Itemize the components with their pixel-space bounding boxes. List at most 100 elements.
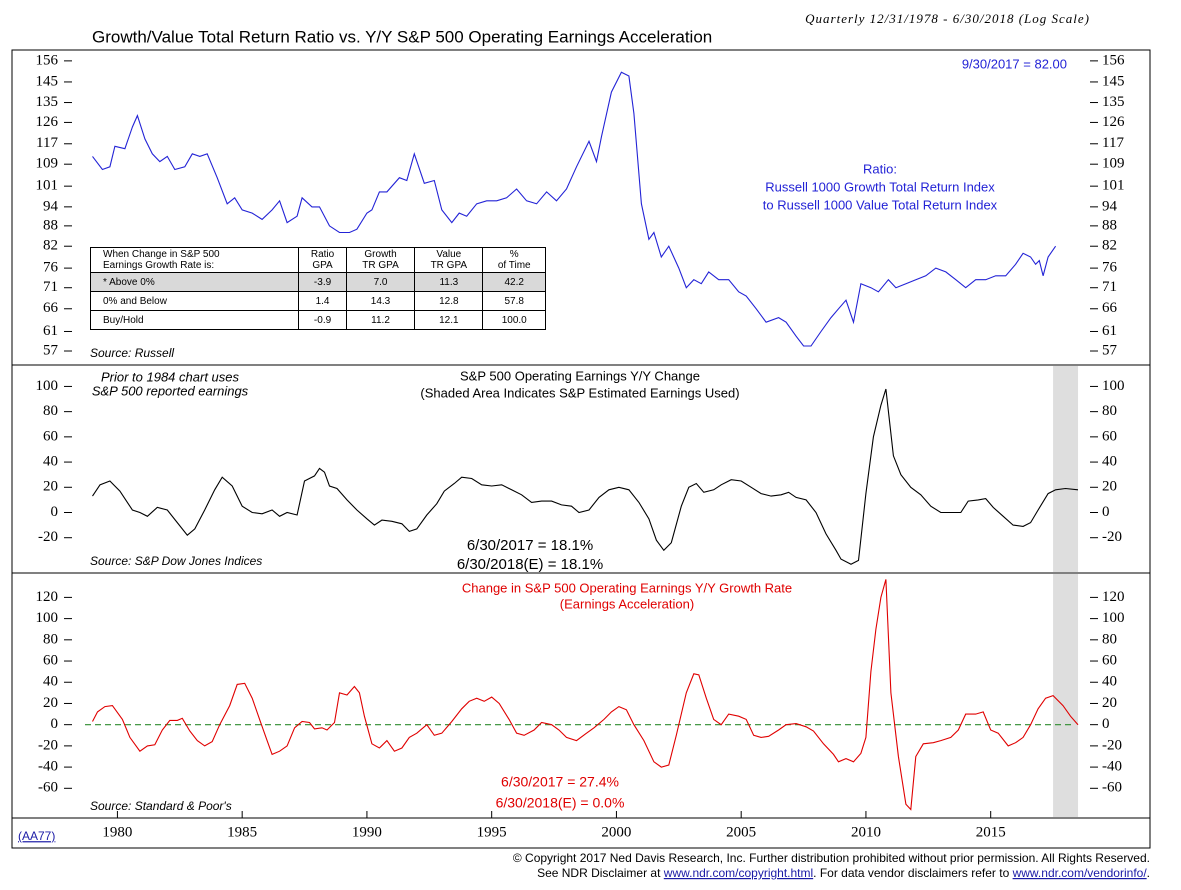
table-cell: 7.0 <box>345 272 416 292</box>
y-tick-label: 126 <box>36 114 59 130</box>
y-tick-label: 94 <box>43 198 59 214</box>
y-tick-label: 82 <box>1102 238 1117 254</box>
y-tick-label: 57 <box>43 342 59 358</box>
footer-disclaimer: See NDR Disclaimer at www.ndr.com/copyri… <box>537 866 1150 880</box>
data-line <box>92 579 1079 811</box>
y-tick-label: 76 <box>1102 260 1118 276</box>
annotation: 6/30/2018(E) = 18.1% <box>457 556 603 573</box>
y-tick-label: 100 <box>36 378 59 394</box>
y-tick-label: 20 <box>1102 695 1117 711</box>
y-tick-label: 71 <box>43 279 58 295</box>
y-tick-label: 80 <box>43 403 58 419</box>
table-cell: 0% and Below <box>89 291 300 311</box>
table-cell: -3.9 <box>298 272 347 292</box>
table-cell: Value TR GPA <box>414 247 484 273</box>
footer-text: See NDR Disclaimer at <box>537 866 664 880</box>
y-tick-label: -20 <box>1102 737 1122 753</box>
table-cell: 12.8 <box>414 291 484 311</box>
annotation: Russell 1000 Growth Total Return Index <box>765 179 995 194</box>
table-cell: 1.4 <box>298 291 347 311</box>
y-tick-label: 40 <box>1102 454 1117 470</box>
panel-subtitle: (Shaded Area Indicates S&P Estimated Ear… <box>420 385 739 400</box>
y-tick-label: 109 <box>36 156 59 172</box>
annotation: 6/30/2018(E) = 0.0% <box>496 795 625 811</box>
y-tick-label: -60 <box>1102 780 1122 796</box>
source-note: Source: Standard & Poor's <box>90 799 232 813</box>
table-cell: 12.1 <box>414 310 484 330</box>
y-tick-label: 60 <box>43 428 58 444</box>
shaded-area <box>1053 574 1079 817</box>
y-tick-label: 117 <box>1102 135 1124 151</box>
y-tick-label: -40 <box>1102 759 1122 775</box>
y-tick-label: 76 <box>43 260 59 276</box>
y-tick-label: 117 <box>36 135 58 151</box>
data-line <box>92 71 1057 347</box>
footer-text: . <box>1147 866 1150 880</box>
table-cell: 42.2 <box>482 272 546 292</box>
annotation: 6/30/2017 = 27.4% <box>501 774 619 790</box>
table-row: * Above 0% -3.9 7.0 11.3 42.2 <box>89 272 546 292</box>
panel-title: S&P 500 Operating Earnings Y/Y Change <box>460 368 700 383</box>
annotation: to Russell 1000 Value Total Return Index <box>763 197 998 212</box>
y-tick-label: 0 <box>51 504 59 520</box>
y-tick-label: 57 <box>1102 342 1118 358</box>
annotation: 9/30/2017 = 82.00 <box>962 56 1067 71</box>
table-cell: 11.2 <box>345 310 416 330</box>
y-tick-label: 0 <box>51 716 59 732</box>
y-tick-label: 0 <box>1102 504 1110 520</box>
y-tick-label: -60 <box>38 780 58 796</box>
data-line <box>92 388 1079 565</box>
y-tick-label: 0 <box>1102 716 1110 732</box>
table-cell: % of Time <box>482 247 546 273</box>
y-tick-label: 145 <box>1102 73 1125 89</box>
footer-link[interactable]: www.ndr.com/vendorinfo/ <box>1012 866 1148 880</box>
y-tick-label: 40 <box>43 674 58 690</box>
y-tick-label: 100 <box>1102 610 1125 626</box>
y-tick-label: 135 <box>1102 94 1125 110</box>
y-tick-label: 135 <box>36 94 59 110</box>
y-tick-label: -20 <box>38 737 58 753</box>
table-cell: 14.3 <box>345 291 416 311</box>
y-tick-label: 66 <box>43 300 59 316</box>
y-tick-label: 20 <box>43 479 58 495</box>
y-tick-label: 80 <box>1102 631 1117 647</box>
y-tick-label: 61 <box>43 323 58 339</box>
y-tick-label: 20 <box>1102 479 1117 495</box>
y-tick-label: 101 <box>36 178 59 194</box>
frame <box>11 49 1151 849</box>
footer-link[interactable]: www.ndr.com/copyright.html <box>663 866 813 880</box>
y-tick-label: -20 <box>1102 529 1122 545</box>
y-tick-label: 61 <box>1102 323 1117 339</box>
footer-copyright: © Copyright 2017 Ned Davis Research, Inc… <box>513 851 1150 865</box>
x-tick-label: 1980 <box>102 824 132 840</box>
y-tick-label: 88 <box>43 217 58 233</box>
table-cell: Ratio GPA <box>298 247 347 273</box>
y-tick-label: 40 <box>43 454 58 470</box>
y-tick-label: 82 <box>43 238 58 254</box>
x-tick-label: 2010 <box>851 824 881 840</box>
y-tick-label: -20 <box>38 529 58 545</box>
y-tick-label: 100 <box>36 610 59 626</box>
annotation: S&P 500 reported earnings <box>92 383 249 398</box>
y-tick-label: 145 <box>36 73 59 89</box>
y-tick-label: 109 <box>1102 156 1125 172</box>
shaded-area <box>1053 366 1079 572</box>
annotation: 6/30/2017 = 18.1% <box>467 537 593 554</box>
table-row: Buy/Hold -0.9 11.2 12.1 100.0 <box>89 310 546 330</box>
table-cell: Growth TR GPA <box>345 247 416 273</box>
y-tick-label: 156 <box>36 52 59 68</box>
y-tick-label: 20 <box>43 695 58 711</box>
y-tick-label: 80 <box>43 631 58 647</box>
annotation: Ratio: <box>863 161 897 176</box>
source-note: Source: S&P Dow Jones Indices <box>90 554 262 568</box>
y-tick-label: 71 <box>1102 279 1117 295</box>
footer-text: . For data vendor disclaimers refer to <box>813 866 1012 880</box>
table-cell: 11.3 <box>414 272 484 292</box>
x-tick-label: 2000 <box>601 824 631 840</box>
x-tick-label: 1985 <box>227 824 257 840</box>
y-tick-label: 156 <box>1102 52 1125 68</box>
y-tick-label: -40 <box>38 759 58 775</box>
table-cell: * Above 0% <box>89 272 300 292</box>
chart-title: Growth/Value Total Return Ratio vs. Y/Y … <box>92 27 712 46</box>
